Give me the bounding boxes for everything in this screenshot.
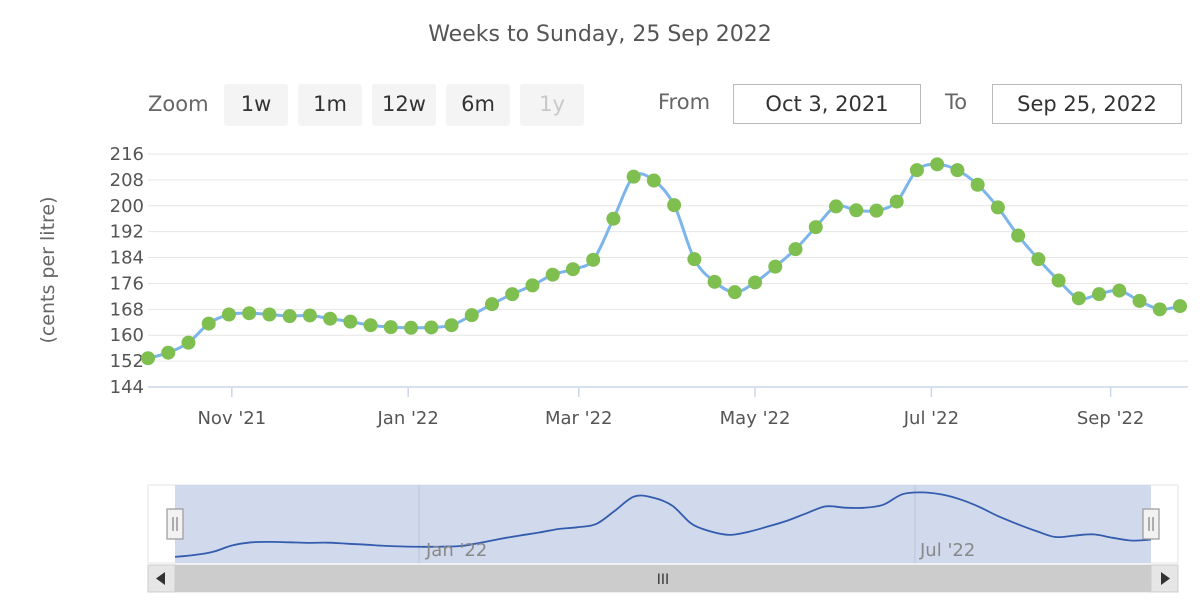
data-point bbox=[626, 169, 641, 184]
y-tick-label: 176 bbox=[110, 273, 144, 294]
y-axis-label: (cents per litre) bbox=[37, 196, 59, 343]
data-point bbox=[849, 203, 864, 218]
data-point bbox=[221, 307, 236, 322]
zoom-6m-button[interactable]: 6m bbox=[446, 84, 510, 126]
data-point bbox=[302, 308, 317, 323]
data-point bbox=[646, 173, 661, 188]
range-to-label: To bbox=[945, 90, 968, 114]
data-point bbox=[829, 199, 843, 214]
y-axis-ticks: 144 152 160 168 176 184 192 200 208 216 bbox=[110, 144, 144, 398]
data-point bbox=[525, 278, 540, 293]
chevron-left-icon bbox=[156, 572, 165, 585]
data-point bbox=[323, 311, 338, 326]
data-point bbox=[869, 203, 884, 218]
y-tick-label: 160 bbox=[110, 325, 144, 346]
data-point bbox=[950, 163, 965, 178]
data-point bbox=[282, 309, 297, 324]
y-tick-label: 192 bbox=[110, 222, 144, 243]
data-point bbox=[404, 320, 419, 335]
data-point bbox=[808, 220, 823, 235]
data-point bbox=[363, 318, 378, 333]
data-point bbox=[1092, 287, 1107, 302]
data-point bbox=[242, 306, 257, 321]
data-point bbox=[586, 252, 601, 267]
data-point bbox=[383, 320, 398, 335]
from-date-input[interactable]: Oct 3, 2021 bbox=[733, 84, 921, 124]
data-point bbox=[565, 262, 580, 277]
data-point bbox=[1132, 293, 1147, 308]
zoom-label: Zoom bbox=[148, 92, 209, 116]
data-point bbox=[444, 318, 459, 333]
data-point bbox=[970, 177, 985, 192]
data-point bbox=[707, 274, 722, 289]
navigator-label-jan: Jan '22 bbox=[425, 540, 487, 561]
x-tick-label: Nov '21 bbox=[197, 408, 266, 429]
chart-subtitle: Weeks to Sunday, 25 Sep 2022 bbox=[428, 22, 772, 47]
x-tick-label: Sep '22 bbox=[1077, 408, 1145, 429]
zoom-1w-button[interactable]: 1w bbox=[224, 84, 288, 126]
data-point bbox=[1071, 291, 1086, 306]
data-point bbox=[262, 307, 277, 322]
data-point bbox=[748, 275, 763, 290]
data-point bbox=[788, 242, 803, 257]
range-from-label: From bbox=[658, 90, 711, 114]
x-tick-label: Jan '22 bbox=[377, 408, 439, 429]
data-point bbox=[545, 267, 560, 282]
data-point bbox=[1051, 273, 1066, 288]
data-point bbox=[727, 285, 742, 300]
series-line bbox=[147, 162, 1181, 360]
data-point bbox=[990, 200, 1005, 215]
y-tick-label: 216 bbox=[110, 144, 144, 165]
data-point bbox=[201, 316, 216, 331]
x-tick-label: Jul '22 bbox=[903, 408, 959, 429]
data-point bbox=[1173, 299, 1187, 314]
data-point bbox=[141, 351, 155, 366]
zoom-1y-button: 1y bbox=[520, 84, 584, 126]
data-point bbox=[1031, 252, 1046, 267]
navigator-series-line bbox=[174, 491, 1152, 558]
y-tick-label: 152 bbox=[110, 351, 144, 372]
data-point bbox=[1011, 228, 1026, 243]
data-point bbox=[424, 320, 439, 335]
navigator-label-jul: Jul '22 bbox=[919, 540, 975, 561]
navigator[interactable]: Jan '22 Jul '22 bbox=[147, 484, 1179, 564]
data-point bbox=[505, 287, 520, 302]
data-point bbox=[1112, 283, 1127, 298]
navigator-right-handle[interactable] bbox=[1142, 508, 1160, 540]
x-tick-label: May '22 bbox=[720, 408, 791, 429]
data-point bbox=[606, 211, 621, 226]
data-point bbox=[667, 198, 682, 213]
data-point bbox=[464, 308, 479, 323]
navigator-selected-range[interactable] bbox=[175, 485, 1151, 563]
series-markers bbox=[141, 157, 1187, 366]
data-point bbox=[343, 314, 358, 329]
data-point bbox=[161, 345, 176, 360]
data-point bbox=[768, 259, 783, 274]
x-axis-ticks: Nov '21 Jan '22 Mar '22 May '22 Jul '22 Sep '… bbox=[197, 387, 1144, 429]
zoom-12w-button[interactable]: 12w bbox=[372, 84, 436, 126]
scrollbar-thumb[interactable] bbox=[175, 565, 1151, 592]
scrollbar[interactable]: III bbox=[147, 564, 1179, 593]
to-date-input[interactable]: Sep 25, 2022 bbox=[992, 84, 1182, 124]
zoom-1m-button[interactable]: 1m bbox=[298, 84, 362, 126]
y-tick-label: 184 bbox=[110, 248, 144, 269]
y-tick-label: 168 bbox=[110, 299, 144, 320]
grid-lines bbox=[148, 153, 1188, 362]
y-tick-label: 208 bbox=[110, 170, 144, 191]
data-point bbox=[909, 163, 924, 178]
data-point bbox=[181, 335, 196, 350]
data-point bbox=[930, 157, 945, 172]
chevron-right-icon bbox=[1161, 572, 1170, 585]
navigator-left-handle[interactable] bbox=[166, 508, 184, 540]
data-point bbox=[889, 194, 904, 209]
y-tick-label: 144 bbox=[110, 377, 144, 398]
y-tick-label: 200 bbox=[110, 196, 144, 217]
data-point bbox=[1152, 302, 1167, 317]
scrollbar-grip-icon: III bbox=[657, 572, 669, 588]
x-tick-label: Mar '22 bbox=[545, 408, 613, 429]
data-point bbox=[687, 252, 702, 267]
data-point bbox=[485, 297, 499, 312]
